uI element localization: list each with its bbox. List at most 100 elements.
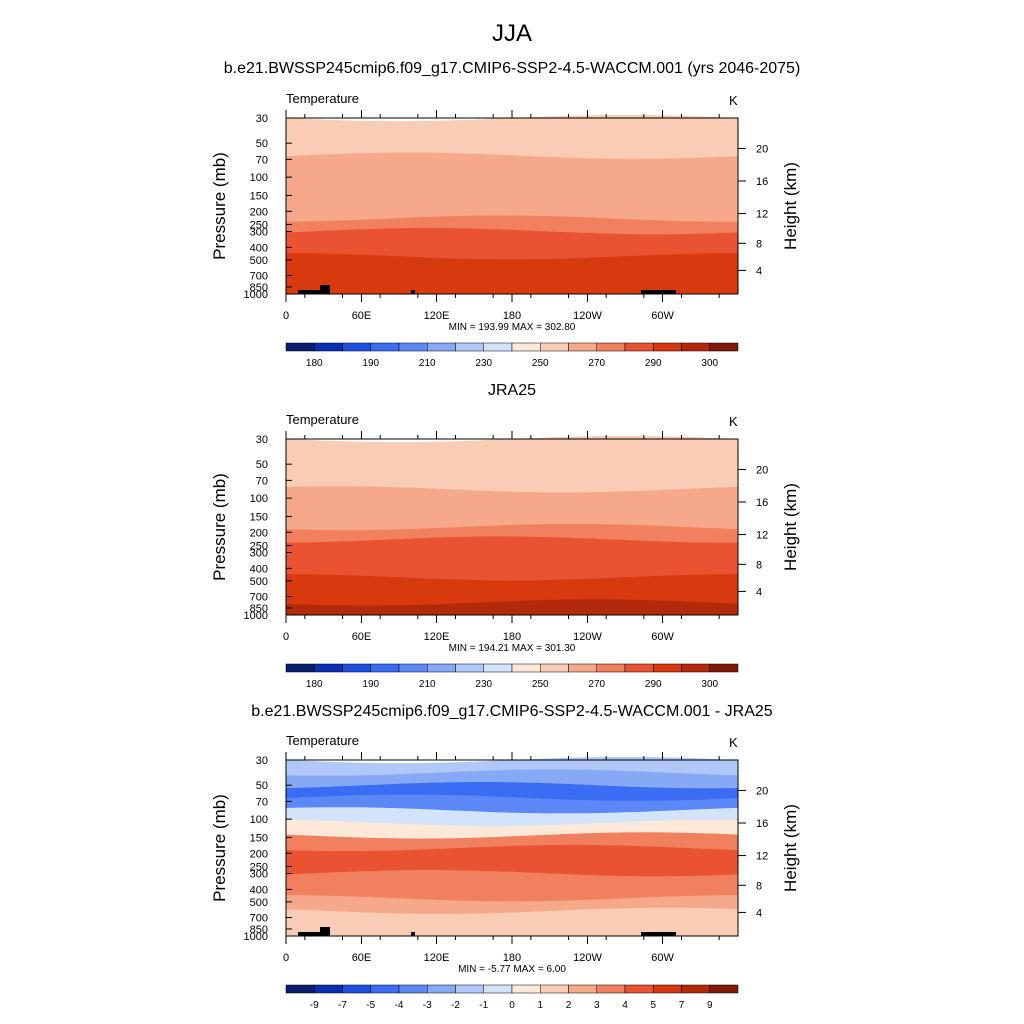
y2-tick-label: 16 [756,818,768,830]
x-tick-label: 120E [424,631,450,643]
colorbar-label: -5 [366,1000,375,1011]
level-band [286,278,738,294]
y2-tick-label: 20 [756,464,768,476]
colorbar-swatch [398,342,428,352]
colorbar-label: 5 [650,1000,656,1011]
colorbar-swatch [285,984,315,994]
colorbar-label: 290 [645,358,662,369]
colorbar-label: 3 [594,1000,600,1011]
x-tick-label: 60E [352,952,372,964]
colorbar-label: 250 [532,358,549,369]
y-tick-label: 700 [250,913,268,925]
min-max-stats: MIN = -5.77 MAX = 6.00 [458,964,566,975]
colorbar-swatch [342,984,371,994]
y-tick-label: 500 [250,897,268,909]
colorbar-label: 9 [707,1000,713,1011]
x-tick-label: 0 [283,310,289,322]
colorbar-label: -3 [423,1000,432,1011]
colorbar-label: 300 [701,358,718,369]
x-tick-label: 0 [283,952,289,964]
y-tick-label: 300 [250,548,268,560]
colorbar-swatch [285,342,315,352]
panel-title: b.e21.BWSSP245cmip6.f09_g17.CMIP6-SSP2-4… [223,60,801,77]
colorbar-swatch [427,984,456,994]
colorbar-label: 230 [475,679,492,690]
colorbar-label: 1 [537,1000,543,1011]
topography-mask [411,932,415,936]
level-band [286,599,738,615]
y-tick-label: 50 [256,780,268,792]
colorbar-swatch [342,663,371,673]
colorbar-swatch [540,984,569,994]
colorbar-label: 4 [622,1000,628,1011]
colorbar-swatch [455,663,484,673]
min-max-stats: MIN = 194.21 MAX = 301.30 [448,643,576,654]
x-tick-label: 120E [424,310,450,322]
colorbar-label: 270 [588,679,605,690]
x-tick-label: 120W [573,952,602,964]
colorbar-swatch [568,342,597,352]
x-tick-label: 60E [352,310,372,322]
x-tick-label: 120W [573,631,602,643]
colorbar-swatch [596,342,626,352]
colorbar-swatch [427,663,456,673]
colorbar-label: 7 [679,1000,685,1011]
y-tick-label: 100 [250,493,268,505]
colorbar-label: 180 [306,358,323,369]
colorbar-swatch [285,663,315,673]
x-tick-label: 120W [573,310,602,322]
y-tick-label: 100 [250,172,268,184]
y-tick-label: 70 [256,475,268,487]
y2-tick-label: 4 [756,907,762,919]
panel-variable-label: Temperature [286,412,359,427]
colorbar-label: 2 [566,1000,572,1011]
colorbar-label: 290 [645,679,662,690]
y2-tick-label: 8 [756,880,762,892]
x-tick-label: 180 [503,952,521,964]
y-tick-label: 70 [256,796,268,808]
y-tick-label: 1000 [244,931,268,943]
colorbar-swatch [653,663,682,673]
panel-units-label: K [729,735,738,750]
colorbar-label: 250 [532,679,549,690]
colorbar-swatch [483,984,513,994]
colorbar-swatch [483,663,513,673]
colorbar-label: 230 [475,358,492,369]
y2-tick-label: 12 [756,530,768,542]
topography-mask [320,285,330,294]
y-tick-label: 150 [250,511,268,523]
y-tick-label: 850 [250,924,268,936]
topography-mask [411,290,415,294]
colorbar-label: 190 [362,358,379,369]
colorbar-swatch [681,663,710,673]
y-tick-label: 70 [256,154,268,166]
colorbar-swatch [314,663,343,673]
colorbar-swatch [568,663,597,673]
colorbar-swatch [624,984,654,994]
colorbar-swatch [568,984,597,994]
colorbar-label: -7 [338,1000,347,1011]
x-tick-label: 60W [651,631,674,643]
colorbar-swatch [511,663,541,673]
colorbar-label: 300 [701,679,718,690]
colorbar-label: -2 [451,1000,460,1011]
y-tick-label: 100 [250,814,268,826]
colorbar-swatch [455,984,484,994]
colorbar-swatch [681,984,710,994]
y-tick-label: 1000 [244,610,268,622]
colorbar-label: 180 [306,679,323,690]
colorbar-swatch [540,663,569,673]
y-tick-label: 400 [250,884,268,896]
colorbar-swatch [540,342,569,352]
y-tick-label: 300 [250,869,268,881]
y-tick-label: 700 [250,592,268,604]
colorbar-label: 210 [419,358,436,369]
panel-variable-label: Temperature [286,733,359,748]
colorbar-label: -9 [310,1000,319,1011]
y2-tick-label: 8 [756,559,762,571]
colorbar-swatch [709,663,739,673]
colorbar-swatch [596,663,626,673]
y-tick-label: 700 [250,271,268,283]
colorbar-swatch [511,984,541,994]
